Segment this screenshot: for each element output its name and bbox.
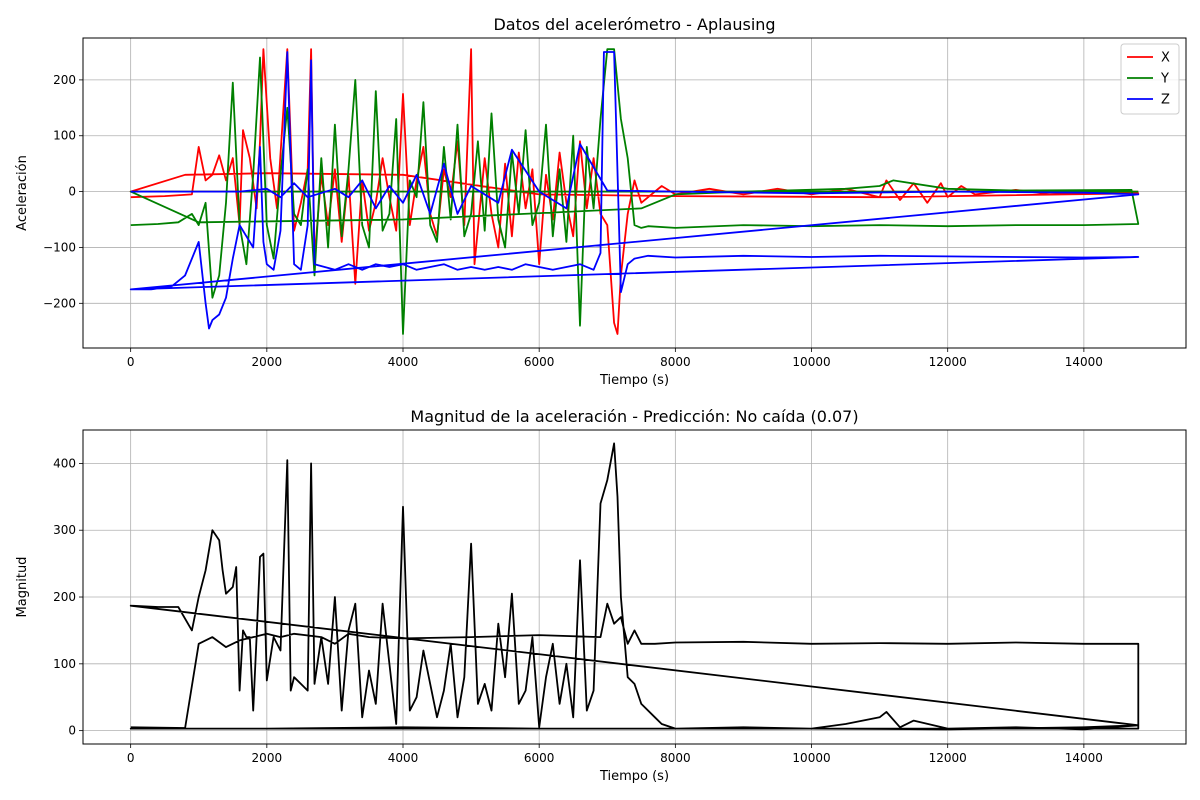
magnitude-series [129,442,1140,731]
accelerometer-axes-frame [82,37,1187,349]
magnitude-axes-frame [82,429,1187,745]
accelerometer-x-tick-label: 14000 [1065,355,1103,369]
magnitude-y-tick-label: 0 [68,724,76,738]
accelerometer-y-tick-label: 100 [53,129,76,143]
magnitude-y-tick-label: 300 [53,523,76,537]
legend-label-y: Y [1160,72,1169,87]
magnitude-x-axis-label: Tiempo (s) [599,769,669,784]
magnitude-chart-title: Magnitud de la aceleración - Predicción:… [410,407,858,426]
legend-label-x: X [1161,51,1170,66]
series-z-line [129,51,1140,330]
accelerometer-y-tick-label: −200 [43,296,76,310]
accelerometer-chart-title: Datos del acelerómetro - Aplausing [493,15,775,34]
accelerometer-x-axis-label: Tiempo (s) [599,373,669,388]
legend-box [1120,43,1180,115]
accelerometer-ticks: 0 2000 4000 6000 8000 10000 12000 14000−200−100… [43,73,1103,369]
accelerometer-x-tick-label: 4000 [388,355,419,369]
magnitude-ticks: 0 2000 4000 6000 8000 10000 12000 14000 0 100 200 3… [53,456,1103,765]
magnitude-y-tick-label: 100 [53,657,76,671]
accelerometer-series [129,48,1140,335]
accelerometer-y-tick-label: 0 [68,185,76,199]
magnitude-y-tick-label: 200 [53,590,76,604]
magnitude-y-tick-label: 400 [53,456,76,470]
accelerometer-legend: XYZ [1120,43,1180,115]
magnitude-x-tick-label: 10000 [792,751,830,765]
magnitude-x-tick-label: 4000 [388,751,419,765]
accelerometer-y-axis-label: Aceleración [15,155,30,231]
magnitude-grid [83,430,1186,744]
series-y-line [129,48,1140,335]
accelerometer-x-tick-label: 0 [127,355,135,369]
magnitude-y-axis-label: Magnitud [15,557,30,618]
magnitude-x-tick-label: 8000 [660,751,691,765]
accelerometer-y-tick-label: 200 [53,73,76,87]
series-x-line [129,48,1140,335]
accelerometer-x-tick-label: 6000 [524,355,555,369]
accelerometer-y-tick-label: −100 [43,240,76,254]
magnitude-x-tick-label: 6000 [524,751,555,765]
magnitude-line [129,442,1140,731]
magnitude-x-tick-label: 12000 [929,751,967,765]
accelerometer-x-tick-label: 8000 [660,355,691,369]
magnitude-x-tick-label: 14000 [1065,751,1103,765]
accelerometer-x-tick-label: 12000 [929,355,967,369]
legend-label-z: Z [1161,93,1170,108]
accelerometer-x-tick-label: 2000 [252,355,283,369]
magnitude-x-tick-label: 0 [127,751,135,765]
magnitude-chart: 0 2000 4000 6000 8000 10000 12000 14000 0 100 200 3… [15,407,1187,784]
magnitude-x-tick-label: 2000 [252,751,283,765]
accelerometer-chart: 0 2000 4000 6000 8000 10000 12000 14000−200−100… [15,15,1187,388]
accelerometer-x-tick-label: 10000 [792,355,830,369]
